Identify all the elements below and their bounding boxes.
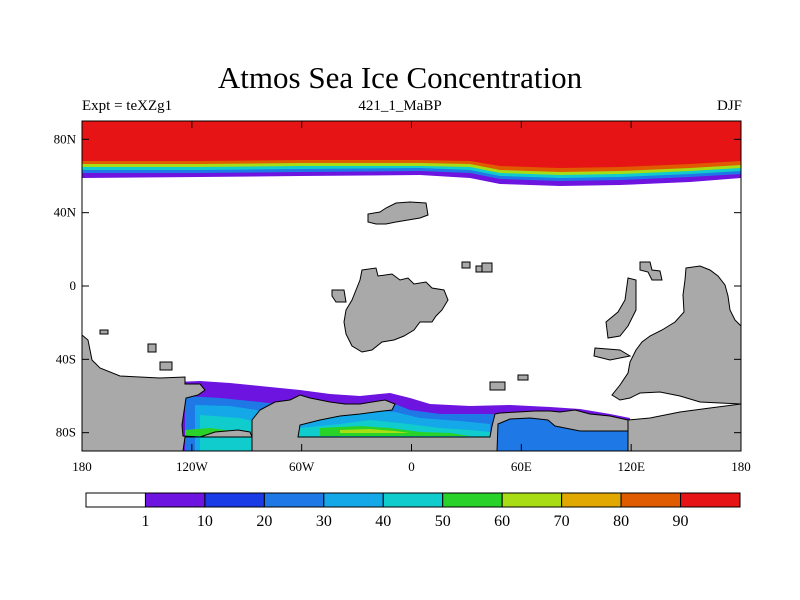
land-small-islands-south — [99, 329, 529, 391]
colorbar-level-label: 50 — [435, 513, 451, 530]
colorbar-swatch — [144, 492, 206, 508]
x-tick-label: 180 — [731, 459, 751, 474]
arctic-ice-band-90 — [82, 121, 741, 168]
x-axis: 180 120W 60W 0 60E 120E 180 — [72, 121, 751, 474]
land-masses — [82, 201, 741, 451]
land-africa-like — [343, 267, 449, 353]
colorbar: 1 10 20 30 40 50 60 70 80 90 — [85, 492, 741, 530]
land-island-west — [331, 289, 347, 303]
colorbar-swatch — [561, 492, 622, 508]
land-antarctica-east — [627, 403, 741, 451]
colorbar-level-label: 60 — [494, 513, 510, 530]
colorbar-level-label: 80 — [613, 513, 629, 530]
colorbar-level-label: 10 — [197, 513, 213, 530]
x-tick-label: 60E — [511, 459, 532, 474]
land-northern-block — [367, 201, 429, 225]
land-island-east-1 — [605, 277, 637, 339]
colorbar-level-label: 70 — [554, 513, 570, 530]
colorbar-level-label: 20 — [256, 513, 272, 530]
x-tick-label: 0 — [408, 459, 415, 474]
antarctic-ice-band-60 — [340, 429, 410, 433]
colorbar-swatch — [501, 492, 563, 508]
antarctic-ice-band-50 — [185, 426, 470, 436]
experiment-label: Expt = teXZg1 — [82, 98, 173, 114]
y-axis: 80N 40N 0 40S 80S — [54, 131, 741, 440]
chart-title: Atmos Sea Ice Concentration — [217, 60, 583, 95]
colorbar-level-label: 40 — [375, 513, 391, 530]
land-antarctica-center — [251, 394, 629, 451]
land-island-east-2 — [593, 347, 632, 361]
y-tick-label: 40N — [54, 205, 77, 220]
colorbar-swatch — [323, 492, 384, 508]
colorbar-level-label: 30 — [316, 513, 332, 530]
colorbar-level-label: 1 — [141, 513, 149, 530]
colorbar-level-label: 90 — [673, 513, 689, 530]
colorbar-swatch — [382, 492, 444, 508]
y-tick-label: 80S — [56, 425, 76, 440]
map-content — [82, 121, 741, 451]
colorbar-swatch — [263, 492, 325, 508]
y-tick-label: 0 — [70, 278, 77, 293]
land-small-islands — [461, 261, 493, 273]
period-label: 421_1_MaBP — [358, 98, 442, 114]
y-tick-label: 40S — [56, 351, 76, 366]
colorbar-swatch — [680, 492, 741, 508]
colorbar-swatch — [620, 492, 682, 508]
land-island-east-3 — [639, 261, 663, 281]
land-south-america-west — [82, 334, 253, 451]
x-tick-label: 120W — [176, 459, 209, 474]
colorbar-swatch — [442, 492, 503, 508]
x-tick-label: 180 — [72, 459, 92, 474]
colorbar-swatch — [85, 492, 146, 508]
y-tick-label: 80N — [54, 131, 77, 146]
x-tick-label: 120E — [617, 459, 645, 474]
colorbar-swatch — [204, 492, 265, 508]
land-australia-like — [611, 265, 741, 405]
season-label: DJF — [716, 98, 742, 114]
x-tick-label: 60W — [289, 459, 315, 474]
